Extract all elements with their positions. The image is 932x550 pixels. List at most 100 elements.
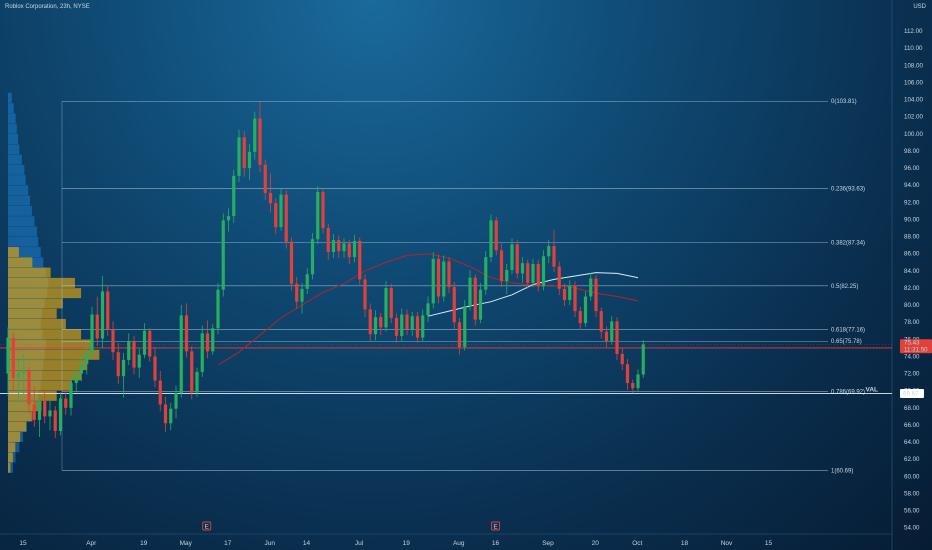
earnings-marker[interactable] [202,521,212,531]
val-label: VAL [865,387,878,394]
last-price-countdown: 11:31:50 [904,347,928,354]
candle-body [352,240,357,258]
candle-body [641,344,645,375]
candle-body [295,283,299,302]
candle-body [253,118,257,152]
volume-profile-bar-blue [8,205,32,216]
candle-body [90,314,94,354]
y-axis-tick: 84.00 [904,268,920,275]
volume-profile-bar-yellow [8,318,66,329]
volume-profile-bar-yellow [8,411,33,422]
volume-profile-bar-yellow [8,247,19,258]
volume-profile-bar-yellow [8,267,51,278]
candle-body [457,322,462,348]
fib-level-label: 0.5(82.25) [831,284,858,290]
x-axis-tick: 18 [681,540,689,547]
val-price-tag [900,389,924,399]
x-axis-tick: Aug [453,540,465,547]
candle-body [562,288,567,300]
candle-body [515,244,519,274]
fib-level-label: 0.65(75.78) [831,339,862,345]
candle-body [358,240,362,280]
candle-body [195,371,199,393]
candle-body [568,285,572,300]
candle-body [43,401,47,417]
y-axis-tick: 68.00 [904,405,920,412]
candle-body [300,288,304,302]
earnings-marker-label: E [493,524,498,531]
volume-profile-bar-blue [8,134,19,144]
fib-level-label: 0(103.81) [831,99,857,105]
candle-body [211,328,215,352]
volume-profile-bar-yellow [8,329,82,340]
candle-body [536,264,540,287]
y-axis-tick: 64.00 [904,439,920,446]
y-axis-tick: 56.00 [904,508,920,515]
candle-body [368,309,372,335]
candle-body [489,220,493,258]
val-price-value: 69.67 [903,391,919,398]
candle-body [216,289,220,329]
volume-profile-bar-yellow [8,462,11,473]
candle-body [615,321,619,354]
earnings-marker[interactable] [491,521,500,531]
volume-profile-bar-blue [8,462,14,473]
candle-body [625,364,630,384]
candle-body [499,250,504,282]
candle-body [190,351,194,393]
candle-body [426,303,430,316]
chart-title: Roblox Corporation, 23h, NYSE [5,4,90,10]
candle-body [431,258,435,304]
candle-body [321,192,325,229]
y-axis-tick: 94.00 [904,182,920,189]
y-axis-tick: 110.00 [904,45,923,52]
candle-body [289,241,294,284]
candle-body [137,354,141,368]
x-axis-tick: 17 [224,540,232,547]
volume-profile-bar-yellow [8,298,63,309]
x-axis-tick: 16 [492,540,500,547]
y-axis-tick: 90.00 [904,216,920,223]
candle-body [473,277,477,320]
candle-body [64,398,68,408]
candle-body [484,257,488,290]
candle-body [326,228,330,253]
y-axis-tick: 66.00 [904,422,920,429]
candle-body [363,279,367,310]
candle-body [452,287,456,323]
candle-body [342,243,346,252]
candle-body [305,274,309,289]
x-axis-tick: Jul [355,540,364,547]
candle-body [583,296,588,324]
candle-body [510,244,514,271]
candle-body [347,243,351,258]
volume-profile-bar-yellow [8,349,100,360]
candle-body [226,216,231,221]
volume-profile-bar-blue [8,92,12,103]
x-axis-tick: Nov [721,540,733,547]
candle-body [478,289,483,320]
volume-profile-bar-blue [8,247,41,258]
candle-body [242,137,246,169]
candle-body [547,246,551,257]
volume-profile-bar-blue [8,226,37,237]
candle-body [221,220,225,290]
candle-body [116,352,120,377]
y-axis-tick: 102.00 [904,114,923,121]
volume-profile-bar-blue [8,236,39,247]
x-axis-tick: 20 [592,540,600,547]
candle-body [594,278,598,312]
candle-body [620,353,624,365]
candle-body [274,203,278,228]
last-price-value: 75.43 [904,340,920,347]
y-axis-tick: 96.00 [904,165,920,172]
candle-body [58,398,63,431]
candle-body [573,285,577,312]
candle-body [421,315,425,338]
x-axis-tick: May [180,540,193,547]
candle-body [200,333,204,372]
volume-profile-bar-blue [8,154,22,165]
candle-body [205,333,210,352]
